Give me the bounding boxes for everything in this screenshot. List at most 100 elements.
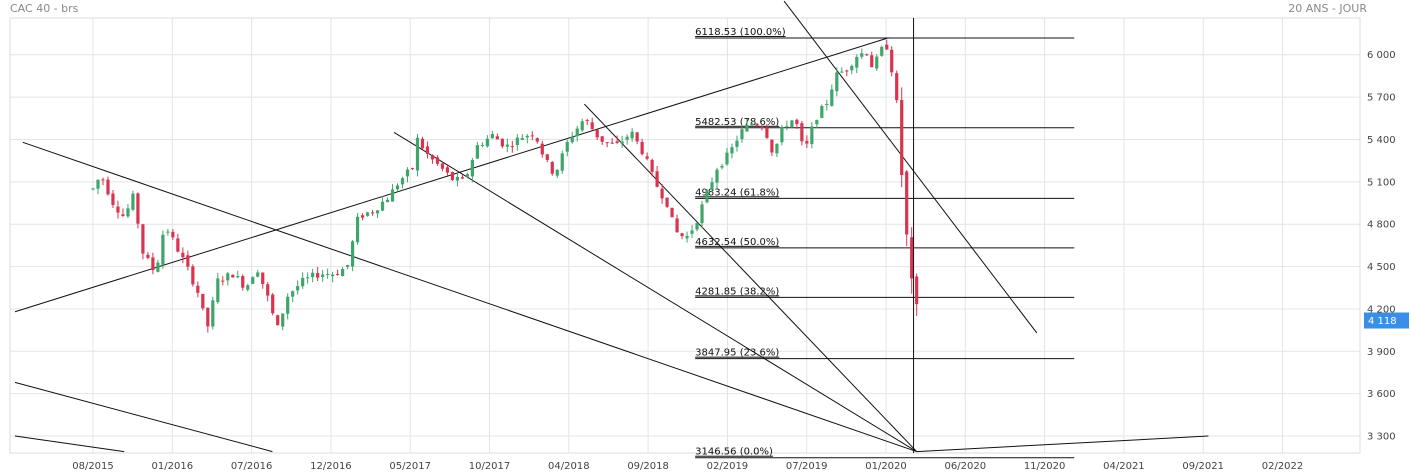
candle-body bbox=[885, 44, 889, 50]
trendline bbox=[584, 103, 918, 452]
candle-body bbox=[425, 146, 430, 155]
candle-body bbox=[565, 142, 569, 152]
candle-body bbox=[261, 272, 265, 285]
candle-body bbox=[191, 266, 195, 285]
candle-body bbox=[860, 53, 864, 57]
trendline bbox=[14, 381, 273, 453]
candle-body bbox=[705, 190, 709, 203]
candle-body bbox=[141, 224, 145, 254]
candle-body bbox=[555, 169, 559, 176]
candle-body bbox=[895, 73, 899, 101]
candle-body bbox=[560, 153, 564, 171]
candle-body bbox=[725, 152, 729, 165]
y-tick-label: 3 900 bbox=[1367, 347, 1396, 358]
candle-body bbox=[301, 277, 305, 287]
x-tick-label: 01/2020 bbox=[865, 461, 907, 472]
candle-body bbox=[670, 207, 674, 218]
fib-level-label: 3146.56 (0.0%) bbox=[695, 447, 773, 458]
candle-body bbox=[136, 193, 140, 224]
candle-body bbox=[445, 167, 450, 173]
candle-body bbox=[650, 159, 654, 172]
candle-body bbox=[395, 185, 400, 190]
candle-body bbox=[440, 163, 445, 169]
candle-body bbox=[276, 315, 280, 326]
candle-body bbox=[131, 193, 135, 210]
candle-body bbox=[825, 103, 829, 105]
candle-body bbox=[810, 126, 814, 145]
candle-body bbox=[176, 238, 180, 252]
period-label[interactable]: 20 ANS - JOUR bbox=[1288, 2, 1367, 15]
candle-body bbox=[341, 269, 345, 277]
fib-level-label: 4632.54 (50.0%) bbox=[695, 237, 779, 248]
x-tick-label: 09/2021 bbox=[1182, 461, 1224, 472]
candle-body bbox=[680, 233, 684, 237]
candle-body bbox=[415, 137, 420, 171]
x-tick-label: 02/2022 bbox=[1262, 461, 1304, 472]
candle-body bbox=[365, 212, 370, 216]
candle-body bbox=[400, 178, 405, 185]
instrument-title: CAC 40 - brs bbox=[10, 2, 79, 15]
candle-body bbox=[865, 54, 869, 56]
candle-body bbox=[845, 70, 849, 72]
y-tick-label: 5 700 bbox=[1367, 93, 1396, 104]
candle-body bbox=[785, 126, 789, 128]
candle-body bbox=[750, 123, 754, 126]
candle-body bbox=[735, 140, 739, 147]
candle-body bbox=[475, 145, 479, 159]
candle-body bbox=[495, 136, 499, 140]
candle-body bbox=[710, 182, 714, 190]
candle-body bbox=[620, 141, 624, 144]
candle-body bbox=[430, 155, 435, 160]
candle-body bbox=[765, 128, 769, 138]
candle-body bbox=[420, 138, 425, 149]
fib-level-label: 5482.53 (78.6%) bbox=[695, 117, 779, 128]
candle-body bbox=[91, 188, 95, 190]
candle-body bbox=[251, 277, 255, 284]
candle-body bbox=[311, 272, 315, 278]
x-tick-label: 09/2018 bbox=[627, 461, 669, 472]
candle-body bbox=[485, 138, 489, 147]
candle-body bbox=[96, 179, 100, 189]
candle-body bbox=[226, 273, 230, 281]
candle-body bbox=[530, 135, 534, 137]
candle-body bbox=[370, 212, 375, 214]
candle-body bbox=[331, 274, 335, 277]
candle-body bbox=[211, 300, 215, 327]
trendlines bbox=[14, 0, 1209, 453]
candle-body bbox=[455, 176, 460, 181]
fib-level-label: 4983.24 (61.8%) bbox=[695, 187, 779, 198]
candle-body bbox=[815, 120, 819, 125]
candle-body bbox=[610, 142, 614, 144]
candle-body bbox=[450, 172, 455, 181]
candle-body bbox=[435, 157, 440, 164]
candle-body bbox=[151, 257, 155, 271]
candle-body bbox=[905, 171, 909, 235]
candle-body bbox=[655, 171, 659, 187]
candle-body bbox=[850, 65, 854, 71]
candle-body bbox=[635, 132, 639, 142]
candle-body bbox=[660, 188, 664, 199]
candle-body bbox=[480, 145, 484, 147]
candle-body bbox=[286, 296, 290, 314]
y-axis: 6 000 5 700 5 400 5 100 4 800 4 500 4 200 3 900… bbox=[1367, 50, 1396, 442]
candle-body bbox=[111, 193, 115, 205]
candle-body bbox=[470, 160, 474, 177]
plot-frame bbox=[9, 17, 1361, 454]
y-tick-label: 6 000 bbox=[1367, 50, 1396, 61]
x-tick-label: 02/2019 bbox=[707, 461, 749, 472]
candle-body bbox=[770, 139, 774, 153]
candle-body bbox=[880, 46, 884, 56]
candle-body bbox=[380, 201, 385, 211]
candle-body bbox=[350, 241, 355, 267]
candle-body bbox=[405, 169, 410, 177]
candle-body bbox=[900, 100, 904, 176]
candle-body bbox=[236, 276, 240, 278]
candle-body bbox=[146, 254, 150, 258]
trendline bbox=[393, 131, 917, 453]
candle-body bbox=[800, 123, 804, 142]
last-price-label: 4 118 bbox=[1368, 316, 1397, 327]
candle-body bbox=[790, 120, 794, 128]
candle-body bbox=[306, 277, 310, 279]
candle-body bbox=[296, 286, 300, 291]
